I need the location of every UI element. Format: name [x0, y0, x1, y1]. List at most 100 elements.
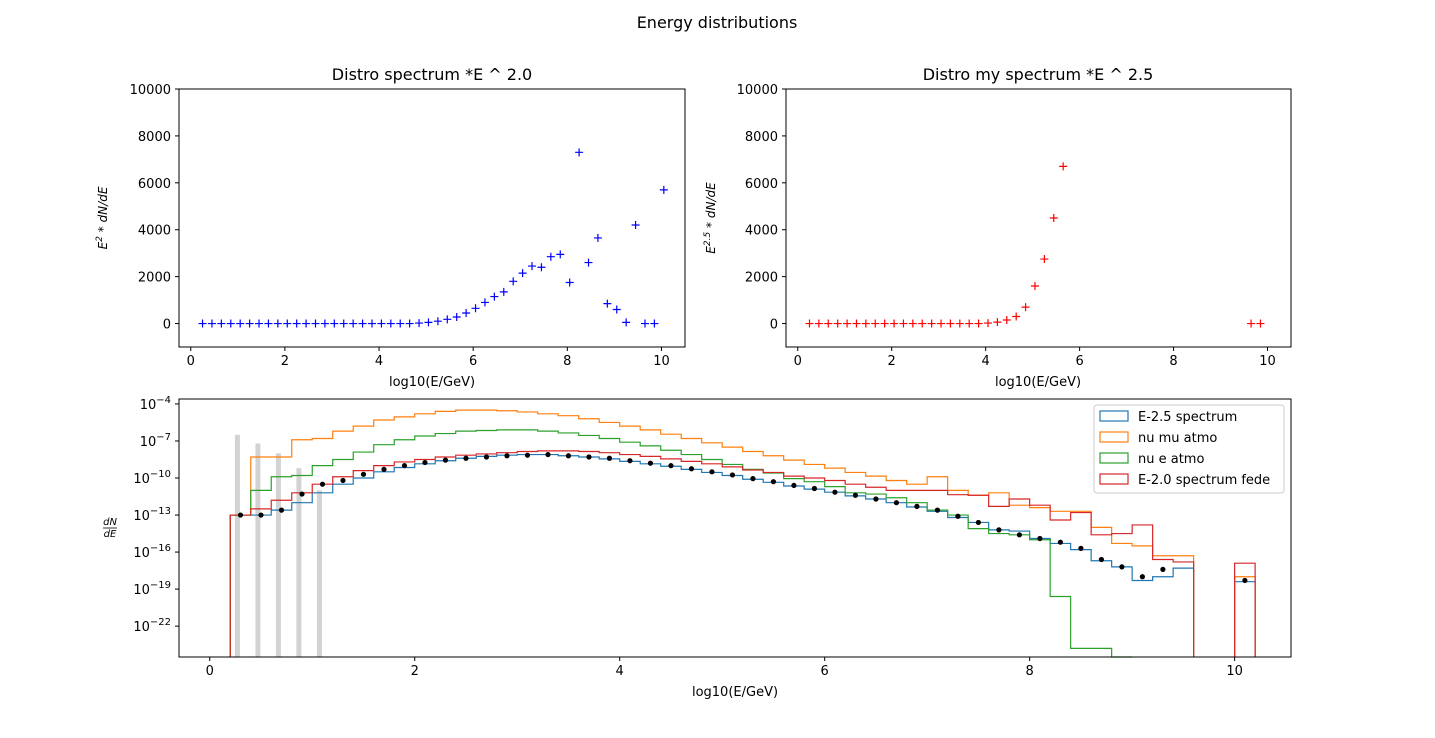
data-point — [360, 471, 367, 477]
data-point — [471, 304, 480, 313]
top-left-xlabel: log10(E/GeV) — [389, 375, 475, 390]
data-point — [490, 292, 499, 301]
legend-swatch — [1099, 431, 1129, 443]
data-point — [320, 319, 329, 328]
data-point — [1012, 312, 1021, 321]
x-tick-label: 6 — [469, 354, 477, 369]
data-point — [1021, 303, 1030, 312]
data-point — [640, 319, 649, 328]
y-tick-exponent: −7 — [156, 432, 171, 443]
y-tick-label: 10−22 — [133, 617, 171, 635]
ax-tr-frame — [785, 88, 1292, 348]
series-e-2-0-spectrum-fede — [229, 450, 1256, 657]
x-tick-label: 10 — [1226, 664, 1243, 679]
data-point — [934, 507, 941, 513]
data-point — [606, 455, 613, 461]
data-point — [955, 319, 964, 328]
data-point — [1078, 545, 1084, 551]
data-point — [504, 453, 510, 459]
data-point — [349, 319, 358, 328]
data-point — [367, 319, 376, 328]
y-tick-label: 0 — [770, 318, 778, 333]
data-point — [946, 319, 955, 328]
legend-label: E-2.0 spectrum fede — [1138, 473, 1270, 488]
y-tick-label: 4000 — [745, 224, 778, 239]
data-point — [462, 308, 471, 317]
data-point — [650, 319, 659, 328]
data-point — [1002, 316, 1011, 325]
data-point — [833, 319, 842, 328]
data-point — [480, 298, 489, 307]
y-tick-label: 4000 — [138, 224, 171, 239]
data-point — [463, 455, 469, 461]
data-point — [565, 278, 574, 287]
data-point — [993, 318, 1002, 327]
data-point — [1098, 556, 1104, 563]
data-point — [975, 519, 982, 526]
data-point — [443, 315, 452, 324]
x-tick-label: 4 — [375, 354, 383, 369]
data-point — [899, 319, 908, 328]
series-nu-e-atmo — [229, 429, 1133, 658]
data-point — [292, 319, 301, 328]
x-tick-label: 10 — [1259, 354, 1276, 369]
data-point — [483, 454, 490, 460]
data-point — [1119, 564, 1125, 570]
legend-label: nu mu atmo — [1138, 431, 1217, 446]
top-right-axes: Distro my spectrum *E ^ 2.5 log10(E/GeV)… — [703, 65, 1292, 390]
bottom-ylabel: dN dE — [103, 517, 117, 540]
data-point — [871, 319, 880, 328]
data-point — [984, 319, 992, 328]
data-point — [1247, 319, 1256, 328]
x-tick-label: 0 — [187, 354, 195, 369]
data-point — [811, 485, 818, 492]
data-point — [518, 269, 527, 278]
y-tick-exponent: −19 — [150, 580, 171, 591]
data-point — [340, 477, 346, 484]
data-point — [627, 458, 633, 464]
x-tick-label: 0 — [794, 354, 802, 369]
data-point — [729, 472, 736, 478]
data-point — [918, 319, 927, 328]
svg-text:dN: dN — [103, 517, 117, 528]
y-tick-exponent: −4 — [156, 395, 171, 406]
data-point — [659, 185, 668, 194]
data-point — [631, 221, 640, 230]
data-point — [832, 489, 838, 495]
data-point — [236, 319, 245, 328]
y-tick-label: 6000 — [138, 177, 171, 192]
data-point — [805, 319, 814, 328]
data-point — [575, 148, 584, 157]
data-point — [1057, 539, 1064, 545]
data-point — [1059, 162, 1068, 171]
y-tick-exponent: −13 — [150, 506, 171, 517]
y-tick-exponent: −22 — [150, 617, 171, 628]
data-point — [319, 481, 326, 487]
data-point — [668, 463, 674, 469]
x-tick-label: 2 — [411, 664, 419, 679]
data-point — [330, 319, 339, 328]
data-point — [528, 262, 537, 271]
x-tick-label: 6 — [821, 664, 829, 679]
data-point — [770, 479, 777, 485]
x-tick-label: 4 — [616, 664, 624, 679]
data-point — [861, 319, 870, 328]
x-tick-label: 0 — [206, 664, 214, 679]
bottom-xlabel: log10(E/GeV) — [692, 685, 778, 700]
legend-label: nu e atmo — [1138, 452, 1204, 467]
x-tick-label: 8 — [1169, 354, 1177, 369]
data-point — [524, 452, 531, 458]
data-point — [890, 319, 899, 328]
data-point — [198, 319, 207, 328]
data-point — [442, 457, 449, 463]
data-point — [914, 503, 920, 509]
data-point — [791, 482, 797, 489]
data-point — [509, 277, 518, 286]
data-point — [283, 319, 292, 328]
top-left-title: Distro spectrum *E ^ 2.0 — [332, 65, 532, 84]
data-point — [893, 500, 900, 506]
svg-text:dE: dE — [104, 529, 117, 540]
data-point — [814, 319, 823, 328]
data-point — [1037, 535, 1043, 542]
data-point — [422, 459, 428, 466]
